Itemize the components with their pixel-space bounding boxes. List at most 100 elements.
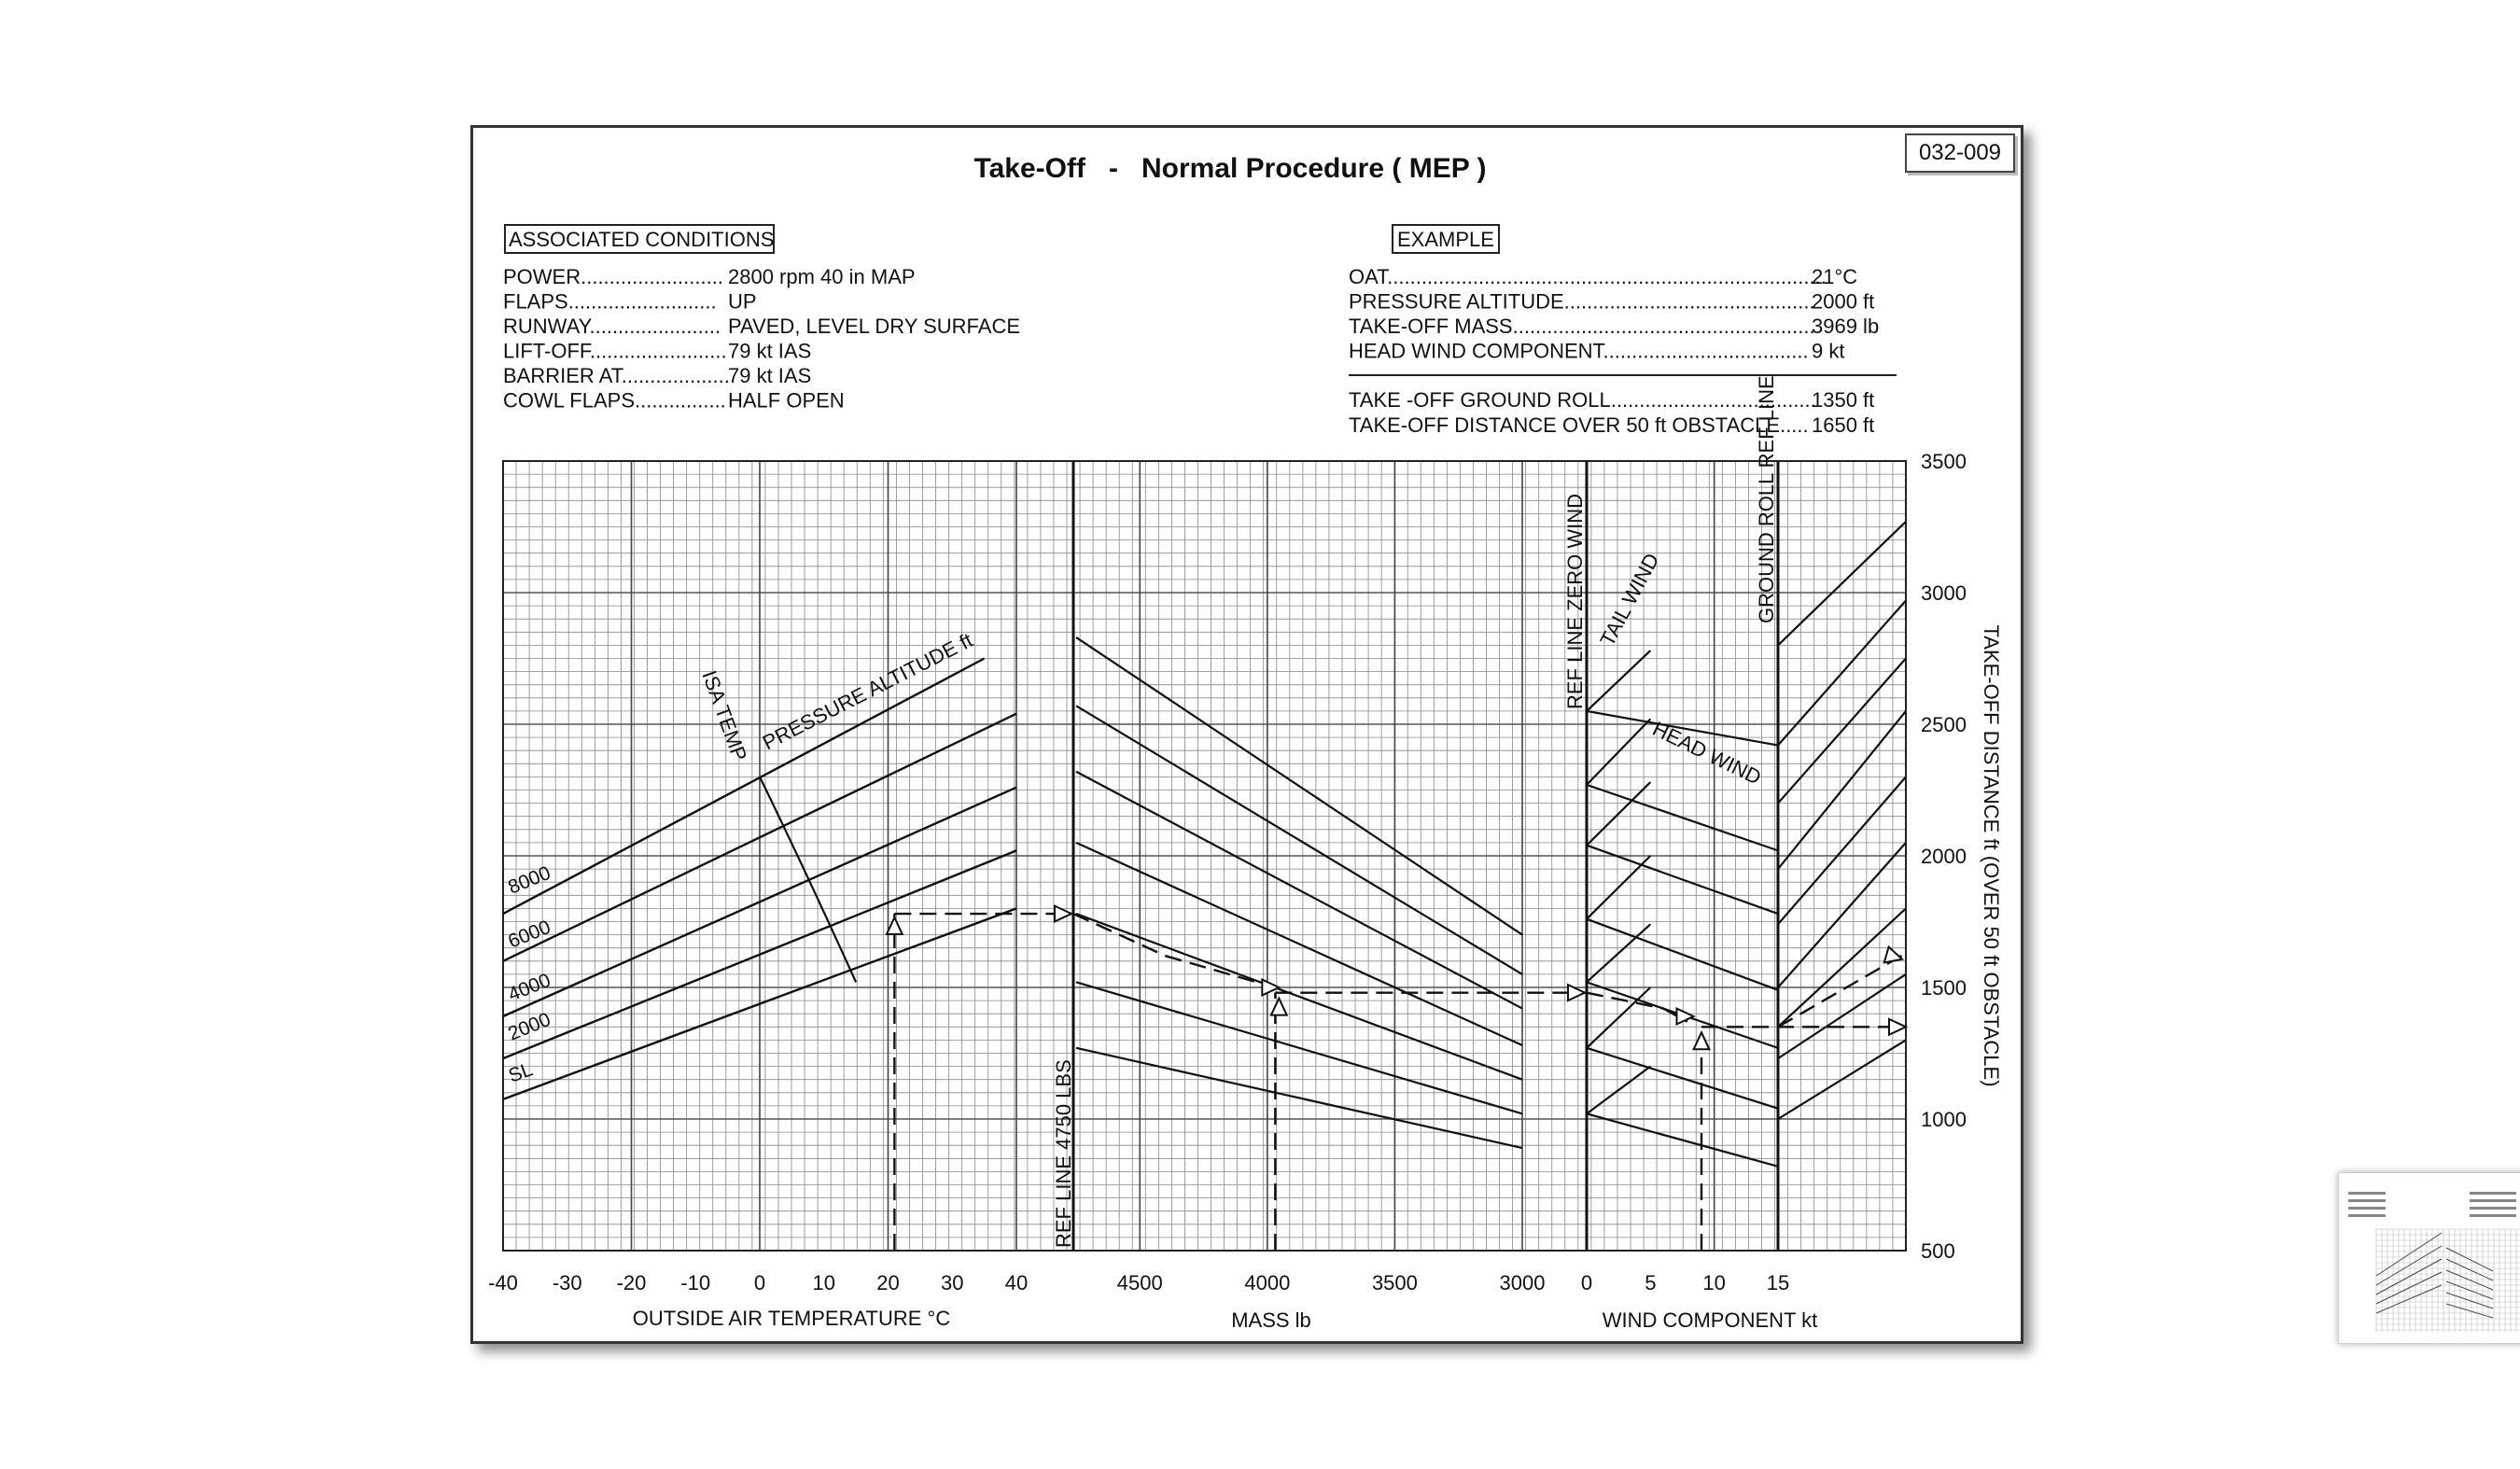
condition-label: RUNWAY....................... [503, 315, 721, 338]
tick-label-x: 10 [1702, 1271, 1725, 1294]
chart-title: Take-Off - Normal Procedure ( MEP ) [974, 153, 1487, 184]
example-value: 2000 ft [1812, 290, 1874, 314]
pressure-altitude-line [502, 849, 1017, 1060]
tick-label-x: 0 [1581, 1271, 1592, 1294]
thumb-text [2348, 1207, 2386, 1210]
thumb-line [2375, 1258, 2443, 1295]
ground-roll-guide-line [1777, 907, 1907, 1028]
thumb-line [2375, 1232, 2443, 1277]
condition-label: LIFT-OFF........................ [503, 340, 727, 363]
tick-label-x: 0 [754, 1271, 765, 1294]
mass-guide-line [1075, 981, 1523, 1115]
example-label: TAKE-OFF DISTANCE OVER 50 ft OBSTACLE...… [1349, 413, 1809, 437]
mass-guide-line [1075, 770, 1523, 1010]
pressure-altitude-line [502, 657, 986, 916]
tick-label-x: 15 [1767, 1271, 1789, 1294]
head-wind-line [1586, 844, 1779, 916]
x-axis-label: MASS lb [1231, 1308, 1311, 1332]
head-wind-line [1586, 709, 1779, 747]
thumb-line [2445, 1292, 2494, 1309]
example-arrow [1567, 983, 1588, 1002]
tail-wind-label: TAIL WIND [1595, 550, 1663, 651]
tick-label-x: 30 [941, 1271, 963, 1294]
example-box: EXAMPLE OAT.............................… [1349, 224, 1897, 437]
thumb-line [2445, 1258, 2494, 1281]
example-arrow [1675, 1007, 1696, 1026]
thumb-text [2348, 1199, 2386, 1202]
thumb-text [2348, 1192, 2386, 1195]
tick-label-y: 3500 [1921, 450, 1967, 473]
thumbnail-preview[interactable] [2338, 1172, 2520, 1344]
tail-wind-line [1586, 718, 1652, 786]
head-wind-label: HEAD WIND [1649, 717, 1765, 790]
mass-ref-line-label: REF LINE 4750 LBS [1052, 1059, 1075, 1248]
series-label: SL [506, 1058, 536, 1086]
tail-wind-line [1586, 781, 1652, 846]
tick-label-y: 500 [1921, 1239, 1955, 1263]
pressure-altitude-line [502, 786, 1017, 1018]
example-value: 1350 ft [1812, 388, 1874, 412]
ground-roll-guide-line [1777, 599, 1907, 747]
x-axis-label: OUTSIDE AIR TEMPERATURE °C [633, 1307, 951, 1330]
condition-value: PAVED, LEVEL DRY SURFACE [728, 315, 1020, 338]
example-path-mass-follow [1072, 912, 1167, 958]
mass-guide-line [1075, 705, 1523, 975]
condition-label: BARRIER AT................... [503, 364, 730, 387]
conditions-heading: ASSOCIATED CONDITIONS [509, 228, 774, 251]
example-arrow [885, 915, 904, 936]
tick-label-x: -20 [617, 1271, 647, 1294]
thumb-line [2445, 1269, 2494, 1291]
tick-label-x: 4500 [1117, 1271, 1163, 1294]
tail-wind-line [1586, 650, 1652, 712]
example-arrow [1269, 996, 1289, 1016]
figure-code: 032-009 [1905, 133, 2015, 173]
ground-roll-guide-line [1777, 776, 1907, 926]
example-arrow [1883, 944, 1905, 964]
x-axis-label: WIND COMPONENT kt [1603, 1308, 1818, 1332]
example-path-wind-follow2 [1662, 1007, 1688, 1023]
mass-guide-line [1075, 1046, 1523, 1150]
head-wind-line [1586, 1112, 1779, 1168]
conditions-box: ASSOCIATED CONDITIONS POWER.............… [503, 224, 1020, 413]
mass-guide-line [1075, 637, 1523, 936]
head-wind-line [1586, 1046, 1779, 1110]
example-value: 21°C [1812, 265, 1857, 288]
example-arrow [1888, 1017, 1909, 1037]
example-arrow [1692, 1029, 1711, 1051]
example-value: 3969 lb [1812, 315, 1879, 338]
tick-label-x: -10 [680, 1271, 710, 1294]
example-label: TAKE -OFF GROUND ROLL...................… [1349, 388, 1816, 412]
thumbnail-graphic [2348, 1192, 2520, 1332]
isa-temp-label: ISA TEMP [697, 667, 751, 764]
thumb-line [2445, 1280, 2494, 1300]
thumb-line [2375, 1284, 2443, 1314]
chart-labels: -40 -30 -20 -10 0 10 20 30 40 4500 4000 3500 3000 0 5 1… [488, 375, 2003, 1332]
chart-grid [502, 460, 1907, 1252]
ground-roll-guide-line [1777, 842, 1907, 988]
thumb-line [2375, 1245, 2443, 1286]
tick-label-x: 3000 [1500, 1271, 1546, 1294]
thumb-text [2470, 1192, 2516, 1195]
example-label: TAKE-OFF MASS...........................… [1349, 315, 1815, 338]
tick-label-x: -30 [553, 1271, 582, 1294]
example-arrow [1054, 904, 1074, 924]
tail-wind-line [1586, 986, 1652, 1049]
head-wind-line [1586, 917, 1779, 991]
condition-value: 79 kt IAS [728, 364, 811, 387]
tick-label-x: 4000 [1244, 1271, 1290, 1294]
condition-label: FLAPS.......................... [503, 290, 717, 314]
example-path-mass-follow2 [1165, 955, 1257, 984]
thumb-line [2375, 1271, 2443, 1305]
tick-label-x: 5 [1645, 1271, 1656, 1294]
chart-card [470, 125, 2023, 1344]
example-arrow [1261, 978, 1281, 997]
condition-label: COWL FLAPS................ [503, 389, 726, 413]
tick-label-x: 10 [813, 1271, 835, 1294]
ground-roll-guide-line [1777, 1039, 1907, 1120]
thumb-line [2445, 1303, 2494, 1319]
tick-label-y: 1000 [1921, 1108, 1967, 1131]
tick-label-y: 1500 [1921, 976, 1967, 1000]
tick-label-y: 2500 [1921, 713, 1967, 736]
example-heading: EXAMPLE [1397, 228, 1494, 251]
example-path-wind-follow [1586, 991, 1664, 1010]
